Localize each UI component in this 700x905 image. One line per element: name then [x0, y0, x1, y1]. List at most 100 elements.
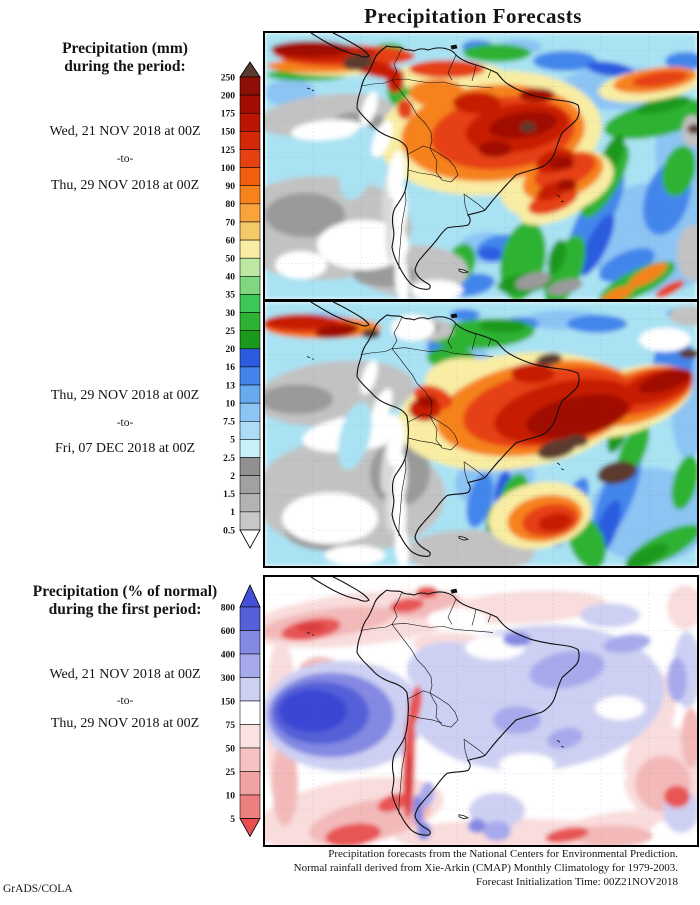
colorbar-segment: [239, 493, 261, 513]
percent-of-normal-scale: 800 600 400 300 150 75 50 25 10 5: [221, 584, 261, 838]
colorbar-label: 25: [226, 768, 236, 778]
map-svg-percent-normal: [245, 576, 700, 856]
section2-period-end: Fri, 07 DEC 2018 at 00Z: [55, 441, 195, 456]
colorbar-segment: [239, 185, 261, 205]
colorbar-segment: [239, 149, 261, 168]
colorbar-label: 35: [226, 291, 236, 301]
colorbar-label: 25: [226, 327, 236, 337]
colorbar-label: 250: [221, 73, 236, 83]
colorbar-label: 70: [226, 218, 236, 228]
colorbar-segment: [239, 221, 261, 241]
colorbar-segment: [239, 384, 261, 404]
section1-heading-line2: during the period:: [64, 58, 186, 75]
colorbar-label: 0.5: [223, 526, 235, 536]
map-svg-period1: [228, 32, 700, 307]
colorbar-segment: [239, 76, 261, 96]
colorbar-segment: [239, 167, 261, 186]
section3-heading-line1: Precipitation (% of normal): [32, 583, 218, 600]
footer-notes: Precipitation forecasts from the Nationa…: [198, 847, 678, 889]
colorbar-label: 16: [226, 363, 236, 373]
section1-period-separator: -to-: [116, 153, 134, 165]
colorbar-label: 2.5: [223, 454, 235, 464]
colorbar-label: 175: [221, 110, 236, 120]
map-panel-precip-period2: [255, 300, 700, 574]
colorbar-label: 7.5: [223, 418, 235, 428]
colorbar-segment: [239, 475, 261, 495]
colorbar-segment: [239, 457, 261, 476]
map-panel-precip-period1: [228, 31, 700, 307]
colorbar-label: 13: [226, 381, 236, 391]
colorbar-label: 60: [226, 236, 236, 246]
section3-period-start: Wed, 21 NOV 2018 at 00Z: [49, 667, 201, 682]
colorbar-label: 1.5: [223, 490, 235, 500]
colorbar-segment: [239, 239, 261, 259]
colorbar-segment: [239, 439, 261, 458]
percent-normal-colorbar: 800 600 400 300 150 75 50 25 10 5: [188, 578, 262, 847]
colorbar-label: 1: [230, 508, 235, 518]
colorbar-segment: [239, 677, 261, 702]
precip-mm-colorbar: 250 200 175 150 125 100 90 80 70 60 50 40 35 30 25 20 16…: [188, 56, 262, 557]
section3-period-separator: -to-: [116, 695, 134, 707]
colorbar-label: 50: [226, 744, 236, 754]
colorbar-segment: [239, 700, 261, 725]
colorbar-segment: [239, 112, 261, 132]
colorbar-label: 125: [221, 146, 236, 156]
section1-period-start: Wed, 21 NOV 2018 at 00Z: [49, 124, 201, 139]
colorbar-segment: [239, 294, 261, 313]
colorbar-label: 5: [230, 815, 235, 825]
colorbar-segment: [239, 330, 261, 350]
colorbar-segment: [239, 312, 261, 331]
precipitation-mm-scale: 2502001751501251009080706050403530252016…: [221, 61, 261, 549]
precipitation-field: [255, 302, 700, 574]
colorbar-segment: [239, 630, 261, 655]
colorbar-label: 300: [221, 674, 236, 684]
colorbar-segment: [239, 771, 261, 796]
colorbar-segment: [239, 511, 261, 531]
precipitation-anomaly-field: [245, 577, 700, 856]
section1-period-end: Thu, 29 NOV 2018 at 00Z: [50, 178, 200, 193]
colorbar-label: 200: [221, 91, 236, 101]
colorbar-label: 10: [226, 791, 236, 801]
colorbar-label: 75: [226, 721, 236, 731]
colorbar-segment: [239, 421, 261, 440]
precipitation-field: [228, 33, 700, 307]
footer-line-2: Normal rainfall derived from Xie-Arkin (…: [293, 862, 678, 874]
colorbar-label: 40: [226, 273, 236, 283]
colorbar-label: 90: [226, 182, 236, 192]
colorbar-segment: [239, 131, 261, 150]
colorbar-under-arrow: [239, 818, 261, 838]
section3-period-end: Thu, 29 NOV 2018 at 00Z: [50, 716, 200, 731]
colorbar-label: 150: [221, 128, 236, 138]
colorbar-segment: [239, 653, 261, 678]
colorbar-segment: [239, 257, 261, 277]
colorbar-label: 2: [230, 472, 235, 482]
colorbar-under-arrow: [239, 529, 261, 549]
map-svg-period2: [255, 301, 700, 574]
colorbar-label: 20: [226, 345, 236, 355]
colorbar-label: 80: [226, 200, 236, 210]
colorbar-segment: [239, 276, 261, 295]
colorbar-segment: [239, 94, 261, 114]
colorbar-segment: [239, 366, 261, 386]
section3-heading-line2: during the first period:: [48, 601, 202, 618]
footer-line-3: Forecast Initialization Time: 00Z21NOV20…: [476, 876, 678, 888]
colorbar-label: 600: [221, 627, 236, 637]
colorbar-segment: [239, 348, 261, 368]
colorbar-segment: [239, 724, 261, 749]
colorbar-label: 30: [226, 309, 236, 319]
colorbar-segment: [239, 747, 261, 772]
colorbar-over-arrow: [239, 61, 261, 78]
footer-line-1: Precipitation forecasts from the Nationa…: [328, 848, 678, 860]
colorbar-segment: [239, 606, 261, 631]
grads-credit: GrADS/COLA: [3, 883, 73, 895]
colorbar-over-arrow: [239, 584, 261, 608]
colorbar-label: 100: [221, 164, 236, 174]
colorbar-label: 5: [230, 436, 235, 446]
colorbar-label: 400: [221, 650, 236, 660]
map-panel-percent-normal: [245, 575, 700, 856]
page-title: Precipitation Forecasts: [364, 4, 582, 28]
colorbar-label: 800: [221, 603, 236, 613]
colorbar-label: 150: [221, 697, 236, 707]
section2-period-start: Thu, 29 NOV 2018 at 00Z: [50, 388, 200, 403]
